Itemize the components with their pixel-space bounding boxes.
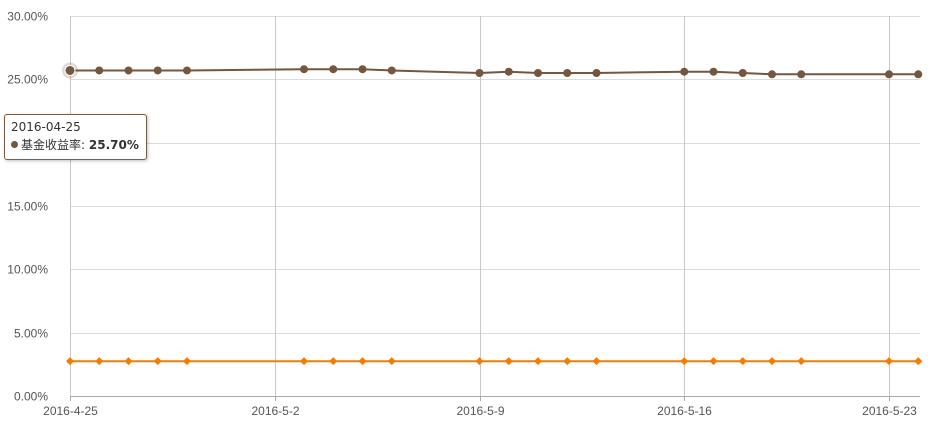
data-point	[124, 66, 133, 75]
data-point	[95, 66, 104, 75]
tooltip-row: 基金收益率: 25.70%	[11, 137, 139, 153]
data-point	[358, 357, 367, 366]
series-line	[70, 68, 919, 76]
data-point	[768, 70, 776, 79]
data-point	[183, 357, 191, 366]
x-tick-label: 2016-5-16	[657, 404, 712, 418]
data-point	[329, 65, 338, 74]
data-point	[387, 357, 396, 366]
data-point	[885, 357, 893, 366]
data-point	[358, 65, 367, 74]
x-tick-label: 2016-4-25	[43, 404, 98, 418]
data-point	[475, 357, 484, 366]
x-tick-label: 2016-5-2	[251, 404, 299, 418]
data-point	[738, 69, 747, 77]
data-point	[153, 357, 162, 366]
y-tick-label: 10.00%	[7, 263, 48, 277]
data-point	[885, 70, 893, 79]
data-point	[95, 357, 104, 366]
data-point	[592, 357, 601, 366]
data-point	[475, 69, 484, 77]
data-point	[709, 357, 718, 366]
y-tick-label: 5.00%	[14, 327, 48, 341]
data-point	[680, 67, 689, 76]
data-point	[563, 357, 572, 366]
data-point	[797, 357, 806, 366]
x-tick-label: 2016-5-9	[456, 404, 504, 418]
tooltip-series-name: 基金收益率	[21, 138, 82, 152]
tooltip: 2016-04-25 基金收益率: 25.70%	[4, 114, 147, 160]
data-point	[64, 64, 76, 76]
y-tick-label: 30.00%	[7, 10, 48, 24]
data-point	[387, 66, 396, 75]
series-group	[62, 62, 923, 366]
data-point	[680, 357, 689, 366]
data-point	[66, 357, 74, 366]
tooltip-date: 2016-04-25	[11, 120, 81, 134]
tooltip-series-dot	[11, 141, 18, 148]
data-point	[329, 357, 338, 366]
data-point	[768, 357, 776, 366]
data-point	[300, 357, 308, 366]
data-point	[797, 70, 806, 79]
tooltip-value: 25.70%	[88, 138, 139, 152]
data-point	[300, 65, 308, 74]
data-point	[124, 357, 133, 366]
data-point	[914, 70, 923, 79]
data-point	[709, 67, 718, 76]
y-tick-label: 0.00%	[14, 390, 48, 404]
data-point	[563, 69, 572, 77]
data-point	[914, 357, 923, 366]
y-axis-ticks: 0.00%5.00%10.00%15.00%20.00%25.00%30.00%	[7, 10, 48, 404]
grid	[70, 16, 920, 401]
data-point	[504, 67, 513, 76]
data-point	[153, 66, 162, 75]
data-point	[592, 69, 601, 77]
tooltip-separator: :	[81, 138, 86, 152]
x-tick-label: 2016-5-23	[862, 404, 917, 418]
x-axis-ticks: 2016-4-25 2016-5-2 2016-5-9 2016-5-16 2016-5…	[43, 404, 917, 418]
data-point	[504, 357, 513, 366]
data-point	[534, 357, 542, 366]
data-point	[534, 69, 542, 77]
y-tick-label: 25.00%	[7, 73, 48, 87]
data-point	[183, 66, 191, 75]
y-tick-label: 15.00%	[7, 200, 48, 214]
data-point	[738, 357, 747, 366]
